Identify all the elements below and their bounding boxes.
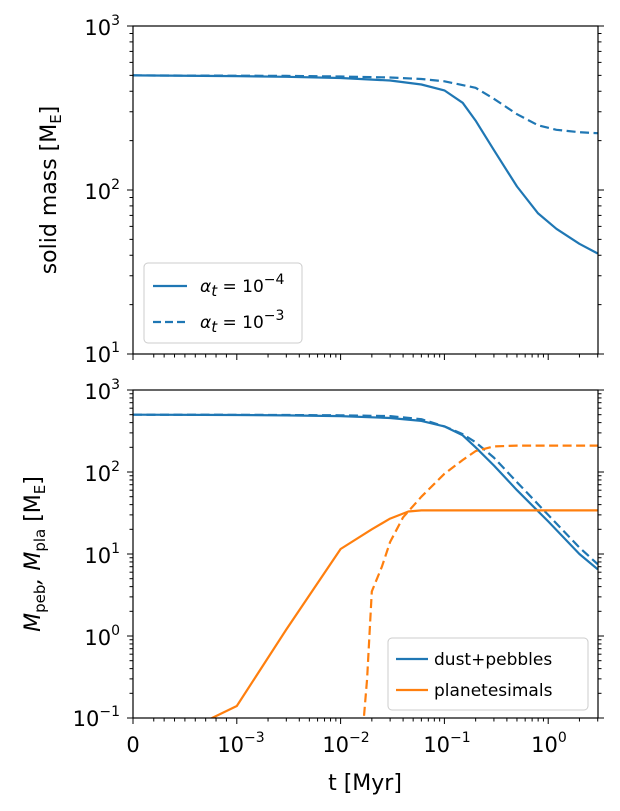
top-series-alpha_1e-3 <box>132 74 598 135</box>
top-ytick-label-0: 101 <box>84 340 120 367</box>
top-ytick-label-1: 102 <box>84 177 120 204</box>
bottom-x-ticks <box>132 718 599 724</box>
bottom-y-ticks <box>127 389 604 719</box>
bottom-panel: 10−1 100 101 102 103 0 10−3 10−2 10−1 10… <box>21 377 604 796</box>
xtick-label-1e-1: 10−1 <box>423 730 470 757</box>
bottom-ytick-label-3: 102 <box>84 459 120 486</box>
top-panel: 101 102 103 solid mass [ME] αt = 10−4 αt… <box>37 13 604 367</box>
top-legend-label-alpha-1e-3: αt = 10−3 <box>200 308 284 336</box>
bottom-series-planetesimals_1e-4 <box>209 509 598 718</box>
bottom-legend-box <box>387 637 589 711</box>
top-legend: αt = 10−4 αt = 10−3 <box>143 262 303 344</box>
top-ytick-label-2: 103 <box>84 13 120 40</box>
bottom-ytick-label-1: 100 <box>84 623 120 650</box>
bottom-legend-label-dust-pebbles: dust+pebbles <box>434 650 552 670</box>
xlabel: t [Myr] <box>328 771 402 796</box>
bottom-series-dust_pebbles_1e-4 <box>133 413 598 571</box>
bottom-legend: dust+pebbles planetesimals <box>387 637 589 711</box>
top-y-ticks <box>127 25 604 355</box>
top-series-alpha_1e-4 <box>132 74 599 255</box>
bottom-ytick-label-2: 101 <box>84 541 120 568</box>
xtick-label-1e-3: 10−3 <box>217 730 264 757</box>
top-series-group <box>132 74 599 255</box>
top-x-ticks <box>132 354 599 360</box>
xtick-label-1e0: 100 <box>531 730 567 757</box>
xtick-label-1e-2: 10−2 <box>322 730 369 757</box>
top-legend-label-alpha-1e-4: αt = 10−4 <box>200 272 285 300</box>
xtick-label-0: 0 <box>126 733 139 757</box>
bottom-series-planetesimals_1e-3 <box>362 444 598 718</box>
bottom-series-group <box>133 413 598 718</box>
bottom-series-dust_pebbles_1e-3 <box>133 413 598 566</box>
bottom-ylabel: Mpeb, Mpla [ME] <box>21 476 49 632</box>
bottom-ytick-label-0: 10−1 <box>73 704 120 731</box>
top-ylabel: solid mass [ME] <box>37 106 65 275</box>
bottom-legend-label-planetesimals: planetesimals <box>434 681 553 701</box>
bottom-ytick-label-4: 103 <box>84 377 120 404</box>
